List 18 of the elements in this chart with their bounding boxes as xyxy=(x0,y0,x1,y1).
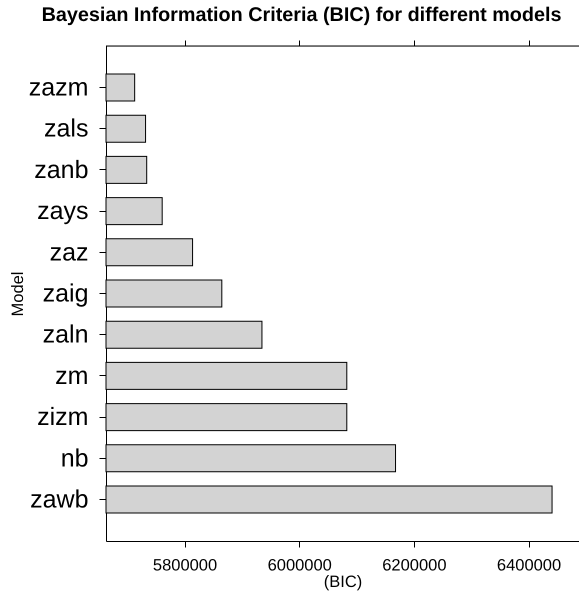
y-tick-label: zaz xyxy=(50,238,88,266)
x-axis-title: (BIC) xyxy=(324,573,362,591)
y-tick-label: zawb xyxy=(30,485,88,514)
chart-title: Bayesian Information Criteria (BIC) for different models xyxy=(42,4,562,26)
y-tick-label: zaln xyxy=(42,320,88,349)
y-tick-label: zays xyxy=(37,197,88,226)
y-tick-label: zm xyxy=(55,362,88,390)
y-tick-label: zals xyxy=(44,114,88,143)
x-tick-label: 6000000 xyxy=(268,556,332,574)
y-tick-label: zanb xyxy=(34,156,88,184)
y-tick-label: zizm xyxy=(37,403,88,432)
y-axis-title: Model xyxy=(9,272,27,316)
y-tick-label: zazm xyxy=(28,74,88,102)
y-tick-label: nb xyxy=(60,444,88,472)
x-tick-label: 6400000 xyxy=(496,556,562,574)
x-tick-label: 6200000 xyxy=(382,556,447,574)
y-tick-label: zaig xyxy=(42,280,88,308)
x-tick-label: 5800000 xyxy=(152,556,218,574)
